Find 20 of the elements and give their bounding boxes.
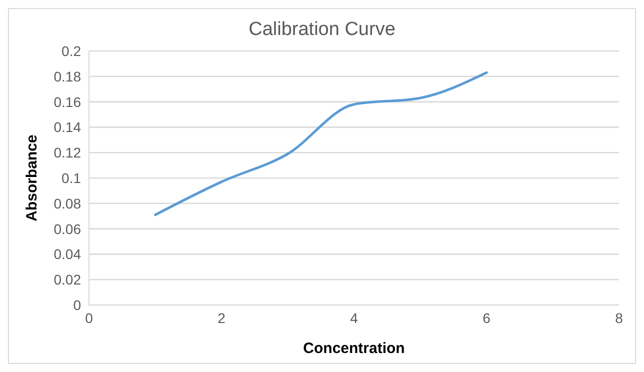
chart-title: Calibration Curve [248,19,396,40]
x-tick-label: 2 [218,310,226,326]
y-tick-label: 0.2 [62,42,82,59]
y-tick-label: 0.1 [62,170,82,186]
x-tick-label: 4 [350,310,358,326]
y-tick-label: 0.02 [54,272,82,288]
y-tick-label: 0.04 [54,246,82,262]
line-series [154,71,488,216]
y-tick-label: 0.14 [54,119,82,136]
y-tick-label: 0.06 [54,220,82,237]
y-tick-label: 0.12 [54,144,82,161]
y-tick-label: 0 [73,296,82,313]
y-axis-title: Absorbance [23,134,40,222]
x-tick-label: 6 [482,310,491,326]
y-tick-label: 0.08 [54,195,82,212]
y-tick-label: 0.18 [54,68,82,84]
x-axis-title: Concentration [303,340,405,357]
x-tick-label: 8 [615,310,624,326]
y-tick-label: 0.16 [54,94,82,110]
x-tick-label: 0 [85,310,94,326]
